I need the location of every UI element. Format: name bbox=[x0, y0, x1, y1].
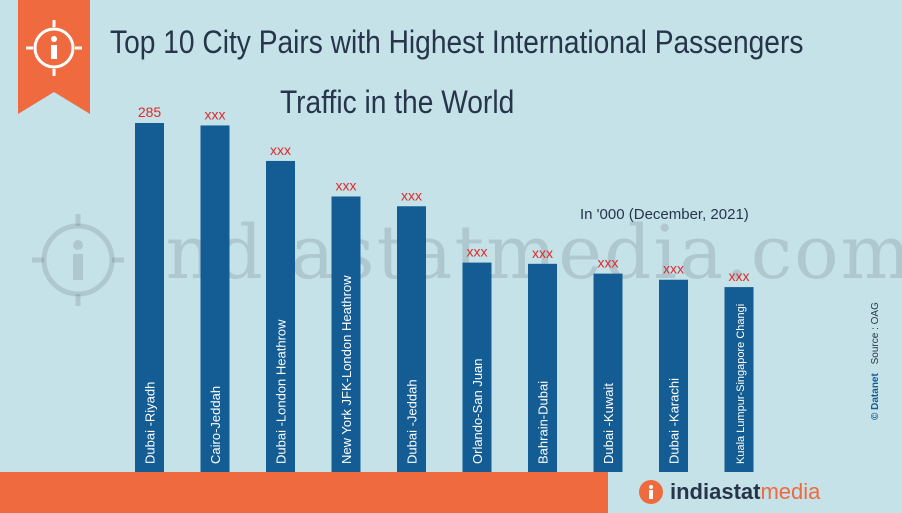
category-label-6: Orlando-San Juan bbox=[470, 358, 485, 464]
category-label-9: Dubai -Karachi bbox=[667, 378, 682, 464]
bar-5 bbox=[397, 206, 426, 472]
bar-3 bbox=[266, 160, 295, 472]
watermark-info-icon bbox=[32, 214, 124, 306]
bar-4 bbox=[331, 196, 361, 472]
value-label-3: xxx bbox=[270, 142, 291, 158]
source-note: © Datanet Source : OAG bbox=[870, 302, 881, 420]
value-label-9: xxx bbox=[663, 261, 684, 277]
brand-part2: media bbox=[760, 479, 821, 504]
value-label-7: xxx bbox=[532, 245, 553, 261]
category-label-2: Cairo-Jeddah bbox=[208, 386, 223, 464]
value-label-6: xxx bbox=[467, 244, 488, 260]
logo-info-icon bbox=[639, 480, 663, 504]
brand-part1: indiastat bbox=[670, 479, 761, 504]
bar-6 bbox=[462, 262, 492, 472]
source-text: Source : OAG bbox=[870, 302, 881, 365]
info-icon bbox=[18, 20, 90, 114]
bar-10 bbox=[724, 287, 754, 472]
category-label-3: Dubai -London Heathrow bbox=[274, 319, 289, 464]
value-label-2: xxx bbox=[205, 106, 226, 122]
value-label-5: xxx bbox=[401, 187, 422, 203]
baseline-strip bbox=[0, 472, 608, 513]
value-label-4: xxx bbox=[336, 177, 357, 193]
category-label-5: Dubai -Jeddah bbox=[405, 379, 420, 464]
bar-9 bbox=[659, 279, 688, 472]
value-label-10: xxx bbox=[729, 268, 750, 284]
value-label-8: xxx bbox=[598, 255, 619, 271]
category-label-10: Kuala Lumpur-Singapore Changi bbox=[735, 304, 747, 464]
value-label-1: 285 bbox=[138, 104, 162, 120]
info-badge bbox=[18, 0, 90, 114]
datanet-credit: © Datanet bbox=[870, 373, 881, 420]
footer-logo: indiastat media bbox=[638, 478, 820, 506]
chart-title: Top 10 City Pairs with Highest Internati… bbox=[110, 24, 804, 60]
category-label-8: Dubai -Kuwait bbox=[601, 383, 616, 464]
unit-note: In '000 (December, 2021) bbox=[580, 206, 749, 223]
chart-title-line2: Traffic in the World bbox=[280, 84, 515, 120]
bar-1 bbox=[135, 123, 164, 472]
bar-7 bbox=[528, 263, 557, 472]
category-label-7: Bahrain-Dubai bbox=[536, 381, 551, 464]
bar-2 bbox=[200, 125, 230, 472]
category-label-4: New York JFK-London Heathrow bbox=[339, 275, 354, 464]
bar-8 bbox=[593, 273, 623, 472]
category-label-1: Dubai -Riyadh bbox=[143, 382, 158, 464]
